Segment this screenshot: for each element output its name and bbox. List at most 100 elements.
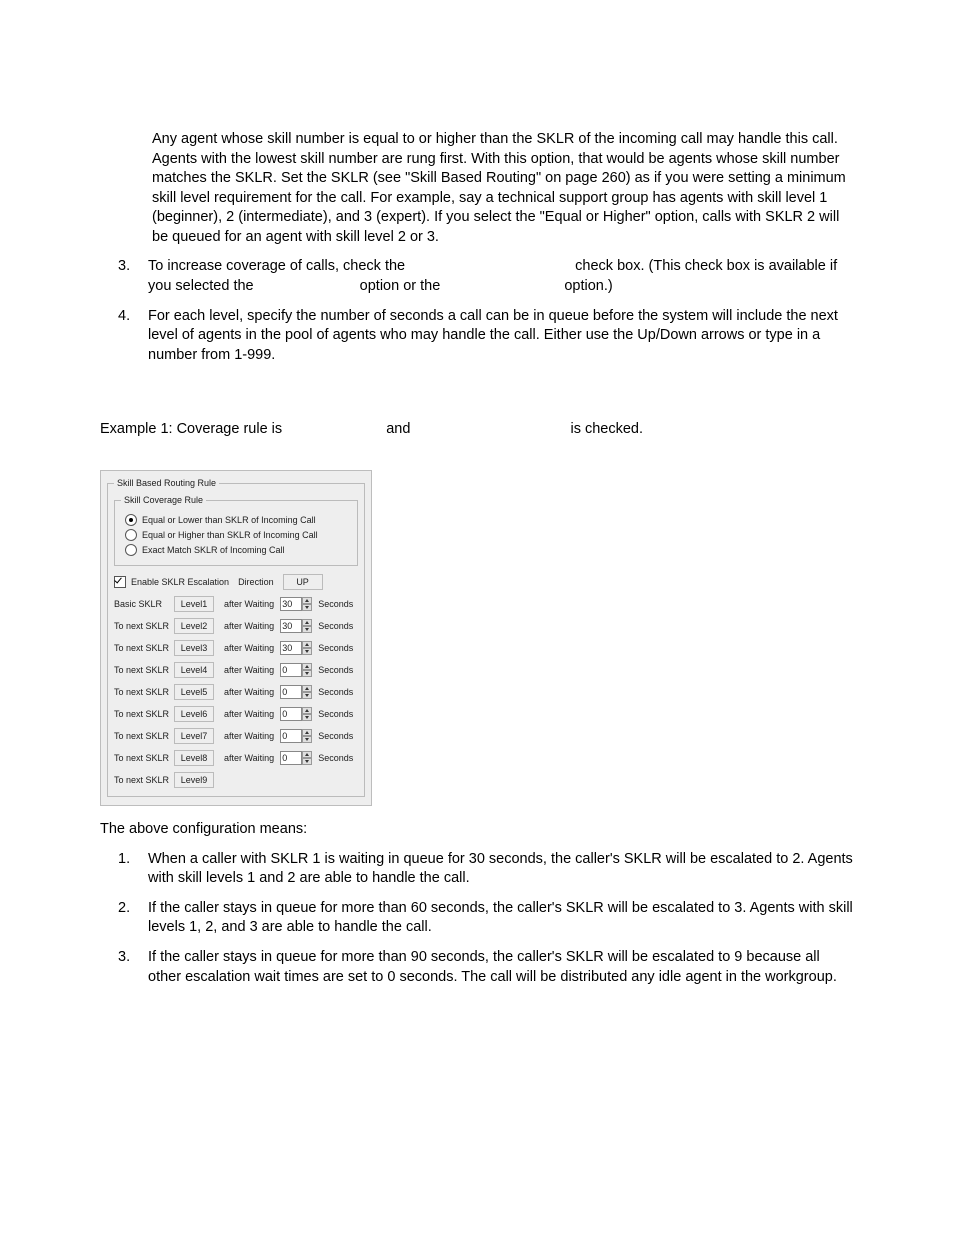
after-waiting-label: after Waiting [224, 620, 274, 632]
level-button[interactable]: Level7 [174, 728, 214, 744]
step-4: 4. For each level, specify the number of… [100, 307, 854, 366]
seconds-spinner[interactable]: 0 [280, 707, 312, 721]
after-waiting-label: after Waiting [224, 752, 274, 764]
level-button[interactable]: Level3 [174, 640, 214, 656]
seconds-spinner[interactable]: 30 [280, 597, 312, 611]
level-button[interactable]: Level6 [174, 706, 214, 722]
enable-escalation-checkbox[interactable] [114, 576, 126, 588]
seconds-input[interactable]: 0 [280, 707, 302, 721]
coverage-radio-row[interactable]: Exact Match SKLR of Incoming Call [125, 544, 351, 556]
seconds-input[interactable]: 0 [280, 729, 302, 743]
seconds-label: Seconds [318, 708, 353, 720]
after-waiting-label: after Waiting [224, 708, 274, 720]
step-3: 3. To increase coverage of calls, check … [100, 257, 854, 296]
level-button[interactable]: Level9 [174, 772, 214, 788]
row-label: To next SKLR [114, 774, 170, 786]
seconds-spinner[interactable]: 0 [280, 729, 312, 743]
spinner-down-icon[interactable] [302, 714, 312, 721]
seconds-input[interactable]: 0 [280, 685, 302, 699]
coverage-radio-row[interactable]: Equal or Higher than SKLR of Incoming Ca… [125, 529, 351, 541]
explanation-list: 1.When a caller with SKLR 1 is waiting i… [100, 850, 854, 987]
seconds-input[interactable]: 0 [280, 751, 302, 765]
seconds-input[interactable]: 30 [280, 597, 302, 611]
explanation-text: If the caller stays in queue for more th… [148, 948, 854, 987]
example-line: Example 1: Coverage rule is and is check… [100, 420, 854, 440]
level-button[interactable]: Level2 [174, 618, 214, 634]
radio-label: Equal or Higher than SKLR of Incoming Ca… [142, 529, 318, 541]
spinner-down-icon[interactable] [302, 736, 312, 743]
level-row: Basic SKLRLevel1after Waiting30Seconds [114, 596, 358, 612]
seconds-spinner[interactable]: 30 [280, 619, 312, 633]
spinner-down-icon[interactable] [302, 648, 312, 655]
spinner-down-icon[interactable] [302, 626, 312, 633]
after-waiting-label: after Waiting [224, 598, 274, 610]
level-button[interactable]: Level1 [174, 596, 214, 612]
example-part3: is checked. [570, 421, 643, 437]
direction-label: Direction [238, 576, 274, 588]
explanation-number: 3. [118, 948, 148, 987]
direction-value: UP [296, 576, 309, 588]
spinner-up-icon[interactable] [302, 641, 312, 648]
level-row: To next SKLRLevel8after Waiting0Seconds [114, 750, 358, 766]
spinner-down-icon[interactable] [302, 604, 312, 611]
intro-paragraph: Any agent whose skill number is equal to… [152, 130, 854, 247]
seconds-spinner[interactable]: 0 [280, 663, 312, 677]
level-button[interactable]: Level5 [174, 684, 214, 700]
radio-icon[interactable] [125, 514, 137, 526]
seconds-spinner[interactable]: 30 [280, 641, 312, 655]
explanation-item: 3.If the caller stays in queue for more … [100, 948, 854, 987]
spinner-down-icon[interactable] [302, 692, 312, 699]
seconds-label: Seconds [318, 642, 353, 654]
radio-icon[interactable] [125, 544, 137, 556]
seconds-label: Seconds [318, 620, 353, 632]
routing-rule-panel: Skill Based Routing Rule Skill Coverage … [100, 470, 372, 806]
explanation-text: When a caller with SKLR 1 is waiting in … [148, 850, 854, 889]
outer-fieldset: Skill Based Routing Rule Skill Coverage … [107, 483, 365, 797]
level-row: To next SKLRLevel3after Waiting30Seconds [114, 640, 358, 656]
level-button[interactable]: Level4 [174, 662, 214, 678]
spinner-down-icon[interactable] [302, 670, 312, 677]
explanation-number: 2. [118, 899, 148, 938]
spinner-down-icon[interactable] [302, 758, 312, 765]
after-waiting-label: after Waiting [224, 686, 274, 698]
seconds-label: Seconds [318, 730, 353, 742]
spinner-up-icon[interactable] [302, 597, 312, 604]
radio-label: Exact Match SKLR of Incoming Call [142, 544, 285, 556]
spinner-up-icon[interactable] [302, 751, 312, 758]
spinner-up-icon[interactable] [302, 729, 312, 736]
radio-icon[interactable] [125, 529, 137, 541]
row-label: Basic SKLR [114, 598, 170, 610]
level-row: To next SKLRLevel5after Waiting0Seconds [114, 684, 358, 700]
level-button[interactable]: Level8 [174, 750, 214, 766]
radio-label: Equal or Lower than SKLR of Incoming Cal… [142, 514, 316, 526]
explanation-item: 1.When a caller with SKLR 1 is waiting i… [100, 850, 854, 889]
spinner-up-icon[interactable] [302, 707, 312, 714]
above-config-line: The above configuration means: [100, 820, 854, 840]
enable-escalation-label: Enable SKLR Escalation [131, 576, 229, 588]
seconds-input[interactable]: 30 [280, 641, 302, 655]
step3-part3: option or the [360, 278, 441, 294]
seconds-input[interactable]: 0 [280, 663, 302, 677]
row-label: To next SKLR [114, 664, 170, 676]
row-label: To next SKLR [114, 730, 170, 742]
level-grid: Basic SKLR Level1 after Waiting 30 Seconds To… [114, 596, 358, 788]
step3-part1: To increase coverage of calls, check the [148, 258, 405, 274]
spinner-up-icon[interactable] [302, 619, 312, 626]
step3-part4: option.) [564, 278, 612, 294]
seconds-label: Seconds [318, 664, 353, 676]
seconds-spinner[interactable]: 0 [280, 685, 312, 699]
seconds-spinner[interactable]: 0 [280, 751, 312, 765]
inner-fieldset: Skill Coverage Rule Equal or Lower than … [114, 500, 358, 566]
step-number: 4. [118, 307, 148, 366]
enable-escalation-row: Enable SKLR Escalation Direction UP [114, 574, 358, 590]
row-label: To next SKLR [114, 642, 170, 654]
row-label: To next SKLR [114, 752, 170, 764]
spinner-up-icon[interactable] [302, 685, 312, 692]
inner-legend: Skill Coverage Rule [121, 494, 206, 506]
spinner-up-icon[interactable] [302, 663, 312, 670]
outer-legend: Skill Based Routing Rule [114, 477, 219, 489]
level-row: To next SKLRLevel4after Waiting0Seconds [114, 662, 358, 678]
coverage-radio-row[interactable]: Equal or Lower than SKLR of Incoming Cal… [125, 514, 351, 526]
seconds-input[interactable]: 30 [280, 619, 302, 633]
example-part2: and [386, 421, 410, 437]
